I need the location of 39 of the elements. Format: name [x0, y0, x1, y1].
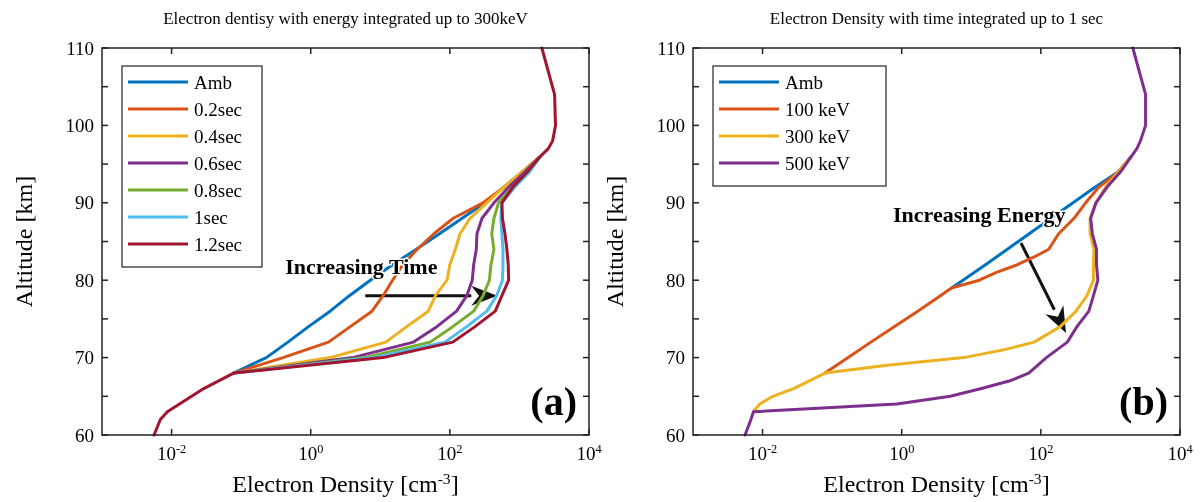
legend-label: 500 keV: [785, 152, 851, 174]
y-tick-label: 110: [66, 37, 94, 59]
y-tick-label: 90: [666, 192, 685, 214]
legend-label: 1.2sec: [194, 233, 243, 255]
y-tick-label: 70: [666, 347, 685, 369]
chart-title: Electron dentisy with energy integrated up to 300keV: [163, 9, 529, 28]
y-tick-label: 90: [75, 192, 94, 214]
y-tick-label: 60: [75, 424, 94, 446]
x-tick-label: 10$^{0}$: [889, 442, 915, 464]
y-tick-label: 70: [75, 347, 94, 369]
y-axis-title: Altitude [km]: [602, 175, 628, 308]
y-axis-title: Altitude [km]: [11, 175, 37, 308]
y-tick-label: 80: [666, 269, 685, 291]
y-tick-label: 100: [656, 115, 685, 137]
x-tick-label: 10$^{2}$: [1028, 442, 1054, 464]
x-tick-label: 10$^{4}$: [1167, 442, 1193, 464]
legend-label: 0.6sec: [194, 152, 243, 174]
x-tick-label: 10$^{2}$: [437, 442, 463, 464]
chart-title: Electron Density with time integrated up to 1 sec: [769, 9, 1104, 28]
x-axis-title: Electron Density [cm$^{-3}$]: [232, 469, 459, 497]
legend-label: 0.2sec: [194, 98, 243, 120]
legend-label: Amb: [785, 71, 823, 93]
legend-label: 0.4sec: [194, 125, 243, 147]
annotation: (a): [530, 379, 577, 424]
legend-label: 0.8sec: [194, 179, 243, 201]
y-tick-label: 80: [75, 269, 94, 291]
x-axis-title: Electron Density [cm$^{-3}$]: [823, 469, 1050, 497]
x-tick-label: 10$^{-2}$: [156, 442, 187, 464]
legend-label: Amb: [194, 71, 232, 93]
y-tick-label: 100: [65, 115, 94, 137]
x-tick-label: 10$^{0}$: [298, 442, 324, 464]
annotation: (b): [1119, 379, 1168, 424]
legend-label: 300 keV: [785, 125, 851, 147]
legend-label: 100 keV: [785, 98, 851, 120]
x-tick-label: 10$^{4}$: [576, 442, 602, 464]
x-tick-label: 10$^{-2}$: [747, 442, 778, 464]
y-tick-label: 60: [666, 424, 685, 446]
y-tick-label: 110: [657, 37, 685, 59]
legend-label: 1sec: [194, 206, 228, 228]
